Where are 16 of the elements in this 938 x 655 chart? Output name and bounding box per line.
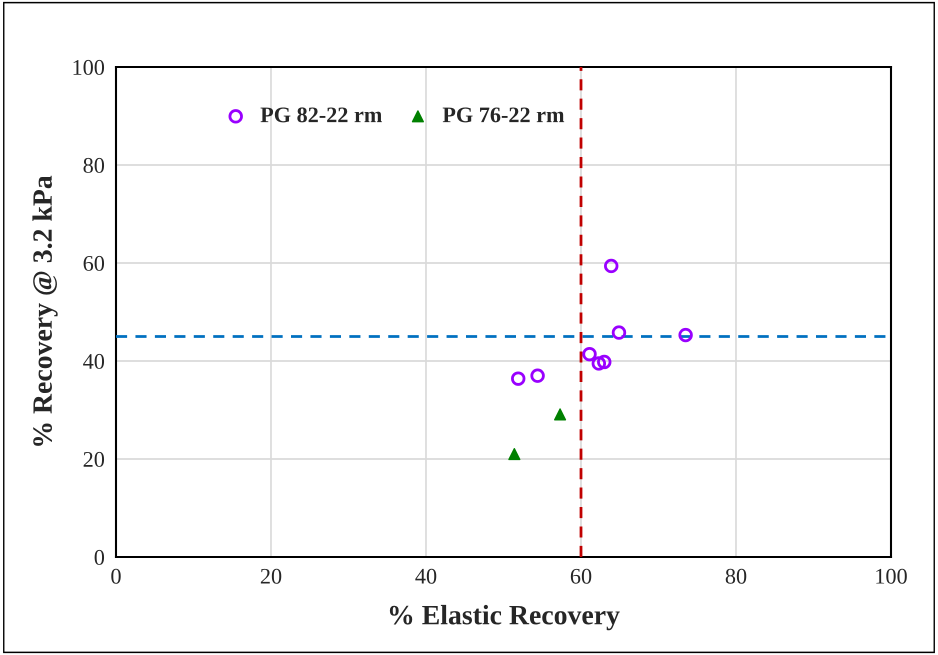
x-tick-label: 0 [111, 568, 121, 584]
x-tick-label: 20 [260, 568, 282, 584]
y-tick-label: 80 [84, 158, 104, 173]
y-axis-title: % Recovery @ 3.2 kPa [32, 176, 58, 446]
x-tick-label: 40 [415, 568, 436, 584]
legend-label: PG 82-22 rm [260, 107, 382, 122]
x-axis-title: % Elastic Recovery [390, 604, 620, 630]
y-tick-label: 40 [83, 354, 104, 369]
y-tick-label: 100 [74, 60, 104, 75]
x-tick-label: 100 [876, 568, 907, 584]
y-tick-label: 60 [84, 256, 104, 271]
x-tick-label: 60 [570, 568, 592, 584]
x-tick-label: 80 [726, 568, 746, 584]
y-tick-label: 0 [94, 550, 104, 565]
legend-label: PG 76-22 rm [442, 107, 564, 122]
y-tick-label: 20 [84, 452, 104, 467]
